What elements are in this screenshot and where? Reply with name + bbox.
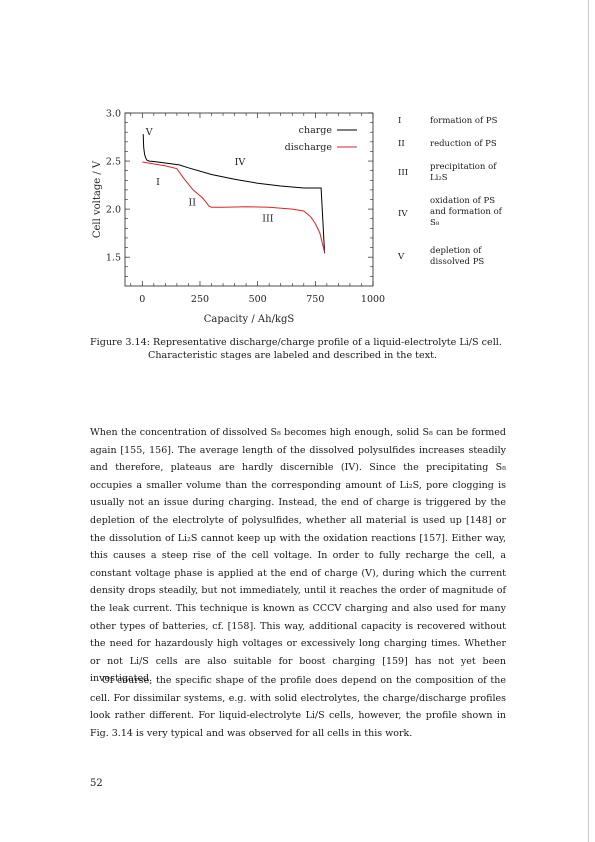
- legend-label-discharge: discharge: [285, 142, 333, 153]
- caption-line-1: Representative discharge/charge profile …: [153, 337, 502, 348]
- y-axis-label: Cell voltage / V: [92, 160, 103, 238]
- stage-annotation: I: [156, 177, 160, 188]
- page-edge-line: [588, 0, 589, 842]
- stage-annotation: II: [188, 197, 196, 208]
- series-line-discharge: [142, 161, 326, 253]
- stage-number: II: [398, 139, 405, 149]
- stage-description: reduction of PS: [430, 139, 497, 149]
- stage-number: V: [398, 252, 405, 262]
- stage-description: precipitation of Li₂S: [430, 162, 497, 183]
- stage-annotation: III: [262, 214, 274, 225]
- y-tick-label: 2.0: [106, 205, 121, 216]
- stage-annotation: IV: [235, 157, 246, 168]
- legend-label-charge: charge: [299, 125, 333, 136]
- discharge-charge-chart: 0 250 500 750 1000 1.5 2.0 2.5 3.0 Capacity / Ah/…: [92, 109, 385, 326]
- stage-number: III: [398, 168, 409, 178]
- stage-number: IV: [398, 209, 408, 219]
- y-tick-label: 3.0: [106, 109, 121, 120]
- y-tick-label: 1.5: [106, 253, 121, 264]
- body-paragraph-2: Of course, the specific shape of the pro…: [90, 675, 506, 739]
- x-tick-label: 1000: [361, 294, 385, 305]
- stage-description: oxidation of PS and formation of S₈: [430, 196, 502, 228]
- x-tick-label: 750: [306, 294, 324, 305]
- x-tick-label: 0: [139, 294, 145, 305]
- x-tick-label: 250: [191, 294, 209, 305]
- x-tick-label: 500: [249, 294, 267, 305]
- caption-line-2: Characteristic stages are labeled and de…: [148, 350, 438, 361]
- stage-description: formation of PS: [430, 116, 498, 126]
- x-axis-label: Capacity / Ah/kgS: [204, 314, 295, 325]
- y-tick-label: 2.5: [106, 157, 121, 168]
- stage-number: I: [398, 116, 402, 126]
- stage-annotation: V: [145, 127, 153, 138]
- body-paragraph-1: When the concentration of dissolved S₈ b…: [90, 427, 506, 685]
- stage-description: depletion of dissolved PS: [430, 246, 485, 267]
- caption-label: Figure 3.14:: [90, 337, 150, 348]
- figure-caption: Figure 3.14: Representative discharge/ch…: [90, 336, 506, 362]
- page-number: 52: [90, 778, 103, 789]
- series-line-charge: [142, 134, 326, 254]
- plot-frame: [124, 112, 374, 287]
